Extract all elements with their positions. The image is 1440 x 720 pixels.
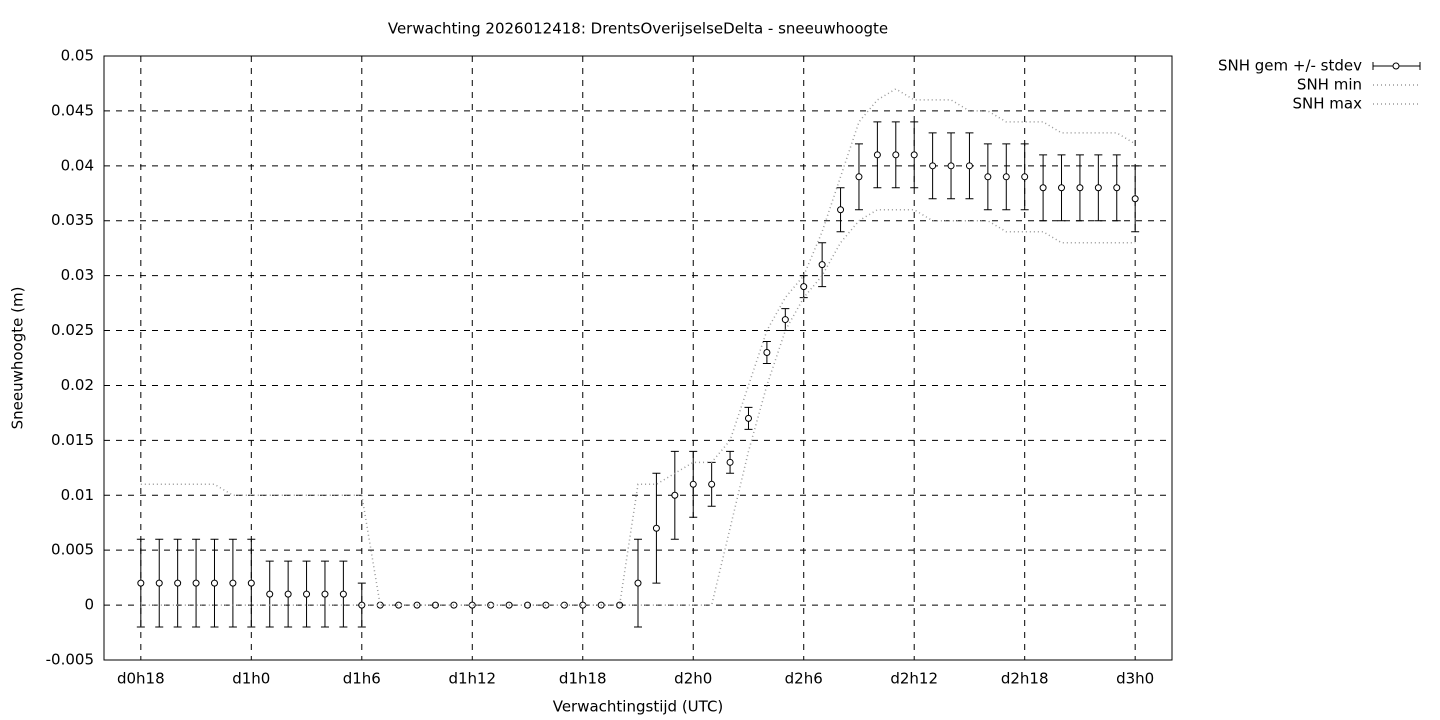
data-point <box>1076 184 1084 192</box>
data-point <box>781 316 789 324</box>
data-point <box>1058 184 1066 192</box>
y-tick-label: 0.025 <box>51 321 94 339</box>
legend-swatch <box>1392 62 1400 70</box>
data-point <box>818 261 826 269</box>
plot-frame <box>103 55 1173 661</box>
data-point <box>174 579 182 587</box>
data-point <box>487 601 495 609</box>
data-point <box>395 601 403 609</box>
data-point <box>671 491 679 499</box>
data-point <box>210 579 218 587</box>
data-point <box>708 480 716 488</box>
data-point <box>468 601 476 609</box>
data-point <box>1113 184 1121 192</box>
data-point <box>984 173 992 181</box>
data-point <box>616 601 624 609</box>
data-point <box>726 458 734 466</box>
data-point <box>247 579 255 587</box>
data-point <box>1094 184 1102 192</box>
data-point <box>947 162 955 170</box>
y-tick-label: 0 <box>84 596 94 614</box>
y-tick-label: 0.01 <box>61 486 94 504</box>
data-point <box>763 349 771 357</box>
data-point <box>431 601 439 609</box>
y-tick-label: -0.005 <box>46 651 94 669</box>
data-point <box>192 579 200 587</box>
legend-label: SNH gem +/- stdev <box>1218 57 1362 75</box>
x-tick-label: d1h6 <box>343 670 381 688</box>
data-point <box>910 151 918 159</box>
data-point <box>1002 173 1010 181</box>
x-tick-label: d3h0 <box>1116 670 1154 688</box>
data-point <box>155 579 163 587</box>
data-point <box>965 162 973 170</box>
data-point <box>229 579 237 587</box>
legend-label: SNH min <box>1297 76 1362 94</box>
series-line <box>140 88 1136 606</box>
data-point <box>929 162 937 170</box>
x-tick-label: d1h0 <box>232 670 270 688</box>
data-point <box>542 601 550 609</box>
y-tick-label: 0.05 <box>61 47 94 65</box>
y-tick-label: 0.04 <box>61 156 94 174</box>
data-point <box>689 480 697 488</box>
y-tick-label: 0.015 <box>51 431 94 449</box>
data-point <box>560 601 568 609</box>
data-point <box>524 601 532 609</box>
y-tick-label: 0.045 <box>51 101 94 119</box>
data-point <box>284 590 292 598</box>
data-point <box>266 590 274 598</box>
series-line <box>140 208 1136 606</box>
x-tick-label: d1h18 <box>559 670 607 688</box>
data-point <box>837 206 845 214</box>
x-tick-label: d2h18 <box>1001 670 1049 688</box>
data-point <box>1021 173 1029 181</box>
data-point <box>1131 195 1139 203</box>
data-point <box>652 524 660 532</box>
chart-title: Verwachting 2026012418: DrentsOverijsels… <box>388 20 888 38</box>
x-tick-label: d2h0 <box>674 670 712 688</box>
data-point <box>137 579 145 587</box>
legend-label: SNH max <box>1293 95 1363 113</box>
y-tick-label: 0.005 <box>51 541 94 559</box>
data-point <box>339 590 347 598</box>
y-tick-label: 0.03 <box>61 266 94 284</box>
x-tick-label: d2h6 <box>785 670 823 688</box>
data-point <box>892 151 900 159</box>
x-tick-label: d2h12 <box>890 670 938 688</box>
data-point <box>376 601 384 609</box>
data-point <box>321 590 329 598</box>
data-point <box>800 283 808 291</box>
x-tick-label: d0h18 <box>117 670 165 688</box>
x-axis-label: Verwachtingstijd (UTC) <box>553 698 724 716</box>
data-point <box>634 579 642 587</box>
data-point <box>855 173 863 181</box>
data-point <box>303 590 311 598</box>
data-point <box>1039 184 1047 192</box>
data-point <box>744 414 752 422</box>
y-tick-label: 0.02 <box>61 376 94 394</box>
y-axis-label: Sneeuwhoogte (m) <box>9 287 27 430</box>
y-tick-label: 0.035 <box>51 211 94 229</box>
data-point <box>873 151 881 159</box>
x-tick-label: d1h12 <box>448 670 496 688</box>
